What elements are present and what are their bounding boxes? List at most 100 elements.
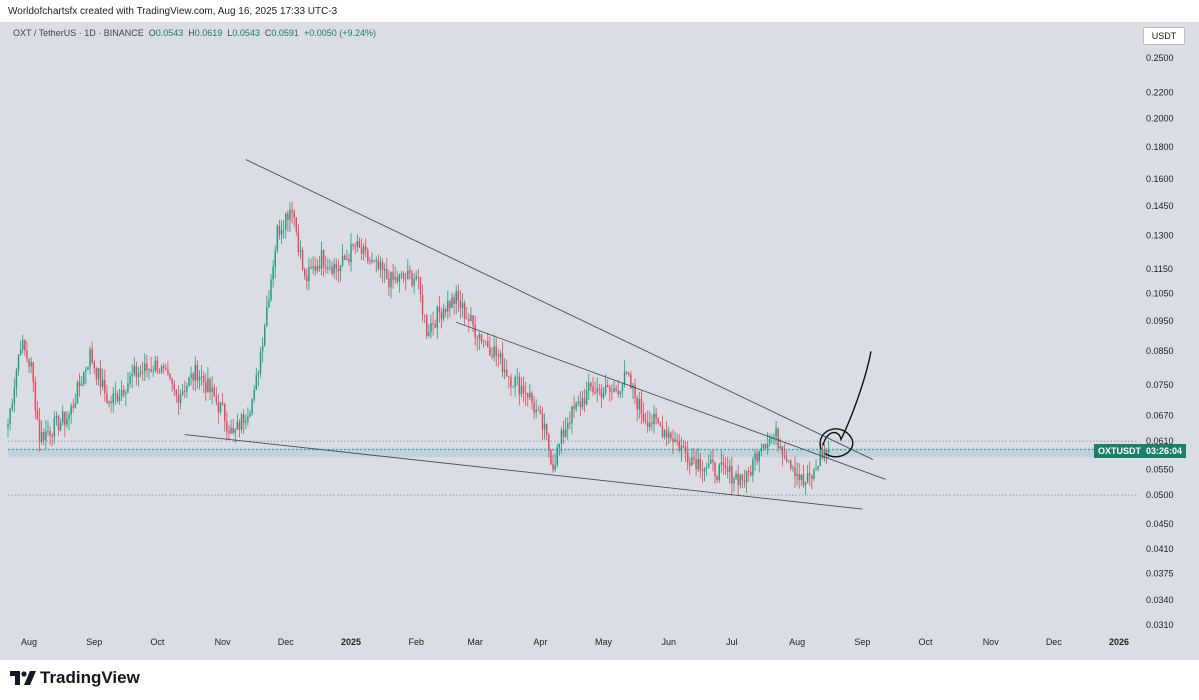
candle-body — [497, 355, 500, 357]
candle-body — [219, 402, 222, 413]
candle-body — [598, 388, 601, 390]
chart-frame[interactable] — [0, 22, 1199, 660]
candle-body — [585, 390, 588, 405]
tradingview-logo[interactable]: TradingView — [10, 668, 140, 688]
x-tick-label: 2026 — [1109, 637, 1129, 647]
candle-body — [83, 371, 85, 384]
candle-body — [663, 430, 666, 437]
candle-body — [531, 392, 533, 403]
candle-body — [64, 411, 66, 425]
y-tick-label: 0.0310 — [1146, 620, 1174, 630]
candle-body — [24, 339, 26, 351]
candle-body — [676, 439, 678, 442]
candle-body — [148, 369, 150, 370]
candle-body — [741, 474, 744, 481]
candle-body — [224, 404, 226, 422]
x-tick-label: Oct — [150, 637, 165, 647]
candle-body — [93, 362, 96, 369]
candle-body — [198, 376, 201, 381]
candle-body — [162, 366, 165, 369]
candle-body — [541, 413, 544, 430]
candle-body — [556, 447, 558, 466]
candle-body — [379, 262, 382, 269]
candle-body — [432, 323, 434, 325]
candle-body — [581, 398, 584, 408]
candle-body — [661, 426, 664, 437]
candle-body — [630, 374, 632, 389]
candle-body — [165, 368, 167, 370]
candle-body — [430, 323, 432, 333]
candle-body — [386, 269, 388, 279]
candle-body — [798, 474, 800, 481]
candle-body — [400, 273, 403, 275]
candle-body — [436, 306, 439, 328]
y-tick-label: 0.0410 — [1146, 544, 1174, 554]
candle-body — [512, 386, 514, 388]
low-value: 0.0543 — [232, 28, 260, 38]
candle-body — [602, 392, 605, 398]
candle-body — [295, 217, 298, 232]
candle-body — [108, 401, 110, 404]
candle-body — [813, 469, 815, 480]
candle-body — [184, 391, 186, 393]
candle-body — [129, 375, 131, 384]
candle-body — [449, 301, 451, 308]
candle-body — [306, 276, 308, 282]
candle-body — [756, 453, 758, 462]
currency-button[interactable]: USDT — [1143, 27, 1185, 45]
trendline-inner-resistance — [456, 321, 886, 480]
candle-body — [413, 279, 415, 286]
candle-body — [609, 387, 611, 392]
candle-body — [825, 450, 828, 453]
candle-body — [333, 264, 335, 274]
candle-body — [533, 402, 535, 413]
candle-body — [705, 466, 708, 469]
candle-body — [499, 353, 502, 357]
change-value: +0.0050 (+9.24%) — [303, 28, 376, 38]
candle-body — [407, 270, 409, 280]
footer — [0, 660, 1199, 700]
candle-body — [47, 430, 49, 432]
candle-body — [806, 473, 809, 483]
candle-body — [573, 406, 575, 410]
y-tick-label: 0.0500 — [1146, 490, 1174, 500]
candle-body — [362, 246, 365, 254]
candle-body — [350, 244, 352, 263]
y-tick-label: 0.1800 — [1146, 142, 1174, 152]
candle-body — [257, 373, 260, 375]
x-tick-label: Mar — [467, 637, 483, 647]
candle-body — [263, 325, 266, 346]
candle-body — [278, 226, 281, 235]
y-tick-label: 0.0340 — [1146, 595, 1174, 605]
candle-body — [451, 297, 453, 308]
candle-body — [11, 403, 13, 410]
candle-body — [192, 373, 194, 381]
candle-body — [726, 467, 729, 472]
candle-body — [74, 403, 77, 408]
candle-body — [85, 369, 87, 372]
candle-body — [716, 476, 718, 480]
hand-drawn-breakout-arrow — [822, 351, 872, 446]
candle-body — [276, 226, 279, 251]
candle-body — [440, 312, 443, 319]
candle-body — [95, 368, 98, 379]
candle-body — [686, 452, 689, 463]
candle-body — [781, 446, 784, 456]
candle-body — [550, 450, 552, 465]
y-tick-label: 0.2500 — [1146, 53, 1174, 63]
y-tick-label: 0.0610 — [1146, 436, 1174, 446]
candle-body — [59, 422, 62, 431]
candle-body — [689, 462, 691, 466]
candle-body — [38, 419, 41, 442]
candle-body — [468, 318, 470, 321]
high-label: H — [188, 28, 195, 38]
candle-body — [173, 384, 175, 390]
y-tick-label: 0.1050 — [1146, 289, 1174, 299]
candle-body — [303, 269, 306, 277]
candle-body — [240, 414, 243, 430]
candle-body — [285, 213, 287, 230]
candle-body — [699, 458, 702, 470]
candle-body — [247, 416, 249, 422]
candle-body — [112, 393, 114, 404]
